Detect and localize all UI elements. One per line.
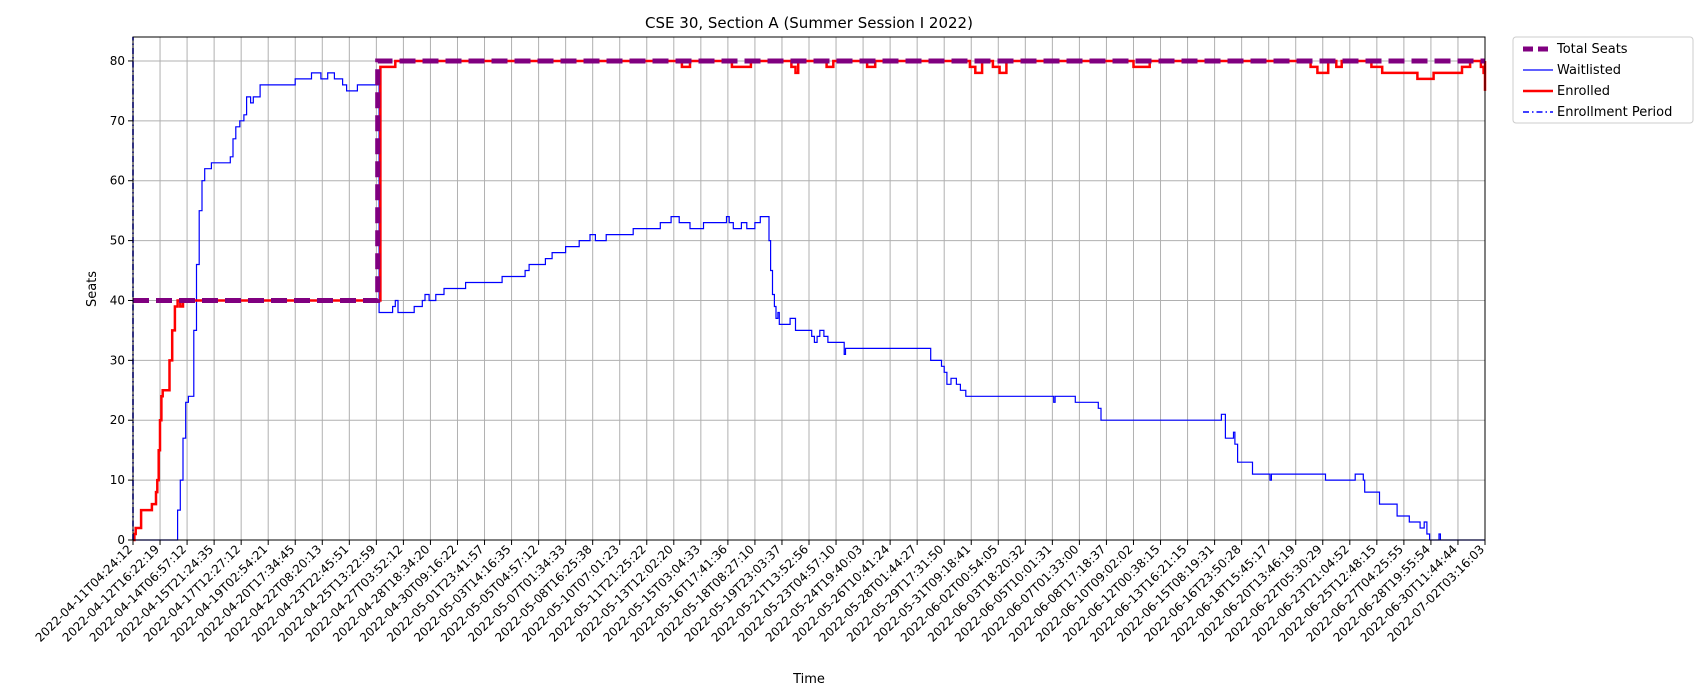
grid-layer	[132, 37, 1486, 541]
y-tick-label: 0	[117, 533, 125, 547]
y-tick-label: 10	[110, 473, 125, 487]
chart-title: CSE 30, Section A (Summer Session I 2022…	[645, 14, 973, 32]
x-ticks: 2022-04-11T04:24:122022-04-12T16:22:1920…	[33, 540, 1487, 645]
series-line-waitlisted	[133, 72, 1485, 541]
y-tick-label: 80	[110, 54, 125, 68]
y-axis-label: Seats	[85, 271, 100, 307]
legend-label-waitlisted: Waitlisted	[1557, 63, 1621, 78]
series-line-total-seats	[133, 58, 1485, 303]
y-tick-label: 70	[110, 114, 125, 128]
y-tick-label: 60	[110, 174, 125, 188]
legend: Total Seats Waitlisted Enrolled Enrollment …	[1512, 36, 1694, 124]
y-ticks: 0 10 20 30 40 50 60 70 80	[110, 54, 133, 547]
y-tick-label: 30	[110, 353, 125, 367]
y-tick-label: 50	[110, 234, 125, 248]
legend-label-total-seats: Total Seats	[1556, 42, 1628, 57]
legend-label-enrolled: Enrolled	[1557, 84, 1610, 99]
y-tick-label: 20	[110, 413, 125, 427]
legend-label-enrollment-period: Enrollment Period	[1557, 105, 1672, 120]
x-axis-label: Time	[792, 672, 825, 687]
y-tick-label: 40	[110, 293, 125, 307]
legend-box	[1512, 36, 1694, 124]
